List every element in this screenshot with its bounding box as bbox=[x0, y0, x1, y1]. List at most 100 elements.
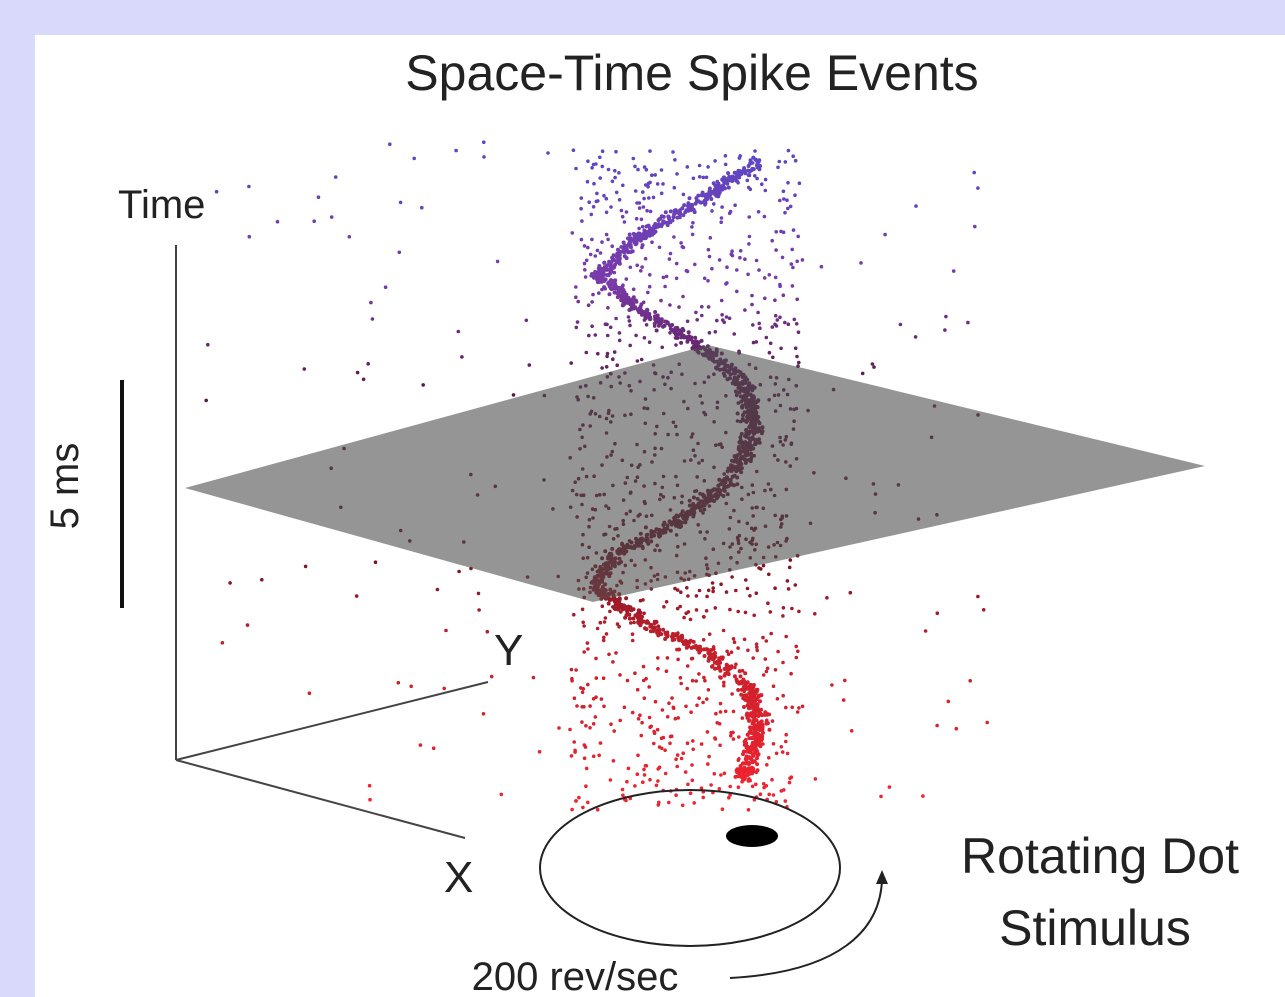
spike-dot bbox=[653, 699, 658, 704]
spike-dot bbox=[652, 741, 656, 746]
spike-dot bbox=[664, 274, 669, 279]
spike-dot bbox=[620, 787, 625, 792]
spike-dot bbox=[646, 290, 650, 295]
spike-dot bbox=[591, 292, 595, 297]
spike-dot bbox=[711, 589, 715, 594]
spike-dot bbox=[694, 679, 698, 683]
spike-dot bbox=[603, 616, 608, 620]
spike-dot bbox=[771, 355, 775, 360]
spike-dot bbox=[723, 709, 728, 714]
spike-dot bbox=[637, 226, 641, 231]
spike-dot bbox=[641, 205, 646, 209]
spike-dot bbox=[735, 289, 739, 294]
spike-dot bbox=[612, 290, 617, 295]
spike-dot bbox=[762, 785, 766, 790]
spike-dot bbox=[794, 655, 799, 660]
spike-dot bbox=[751, 725, 756, 730]
spike-dot bbox=[674, 793, 678, 797]
spike-dot bbox=[641, 310, 646, 314]
spike-dot bbox=[651, 195, 656, 200]
spike-dot bbox=[614, 259, 619, 264]
spike-dot bbox=[354, 594, 359, 598]
spike-dot bbox=[797, 360, 801, 365]
spike-dot bbox=[943, 328, 947, 332]
time-slice-plane bbox=[185, 345, 1205, 602]
spike-dot bbox=[574, 799, 578, 803]
spike-dot bbox=[617, 338, 622, 343]
spike-dot bbox=[741, 752, 745, 757]
spike-dot bbox=[607, 598, 612, 603]
spike-dot bbox=[781, 614, 785, 618]
spike-dot bbox=[685, 319, 690, 324]
spike-dot bbox=[627, 232, 632, 237]
spike-events-lower bbox=[220, 598, 989, 812]
spike-dot bbox=[659, 320, 664, 325]
spike-dot bbox=[640, 720, 644, 725]
spike-dot bbox=[667, 701, 671, 705]
spike-dot bbox=[648, 273, 652, 277]
spike-dot bbox=[582, 244, 587, 248]
spike-dot bbox=[761, 742, 765, 746]
spike-dot bbox=[595, 626, 600, 631]
spike-dot bbox=[715, 184, 719, 188]
spike-dot bbox=[367, 783, 372, 788]
spike-dot bbox=[656, 779, 660, 783]
spike-dot bbox=[707, 754, 711, 759]
spike-dot bbox=[629, 621, 633, 625]
spike-dot bbox=[780, 750, 785, 754]
spike-dot bbox=[663, 771, 668, 776]
spike-dot bbox=[713, 666, 717, 671]
spike-dot bbox=[663, 748, 667, 752]
spike-dot bbox=[659, 736, 664, 741]
spike-dot bbox=[707, 186, 712, 191]
spike-dot bbox=[702, 276, 707, 281]
spike-dot bbox=[613, 168, 617, 173]
spike-dot bbox=[599, 278, 604, 283]
spike-dot bbox=[594, 695, 598, 699]
spike-dot bbox=[617, 254, 621, 259]
spike-dot bbox=[625, 678, 630, 683]
spike-dot bbox=[795, 710, 800, 714]
spike-dot bbox=[706, 165, 710, 169]
spike-dot bbox=[751, 155, 756, 160]
spike-dot bbox=[783, 320, 787, 325]
spike-dot bbox=[731, 709, 736, 714]
spike-dot bbox=[612, 729, 616, 733]
spike-dot bbox=[591, 162, 596, 167]
spike-dot bbox=[435, 587, 440, 592]
spike-dot bbox=[670, 696, 674, 700]
spike-dot bbox=[590, 324, 594, 329]
rotation-arrow bbox=[729, 879, 883, 979]
spike-dot bbox=[691, 645, 696, 650]
spike-dot bbox=[690, 232, 695, 237]
spike-dot bbox=[768, 341, 773, 346]
spike-dot bbox=[732, 674, 737, 679]
spike-dot bbox=[763, 296, 767, 301]
spike-dot bbox=[648, 149, 652, 153]
spike-dot bbox=[718, 743, 722, 748]
spike-dot bbox=[702, 654, 707, 658]
spike-dot bbox=[636, 167, 640, 172]
spike-dot bbox=[681, 294, 685, 299]
spike-dot bbox=[726, 652, 731, 656]
spike-dot bbox=[637, 306, 642, 311]
spike-dot bbox=[784, 634, 788, 639]
spike-dot bbox=[972, 170, 976, 175]
spike-dot bbox=[781, 230, 786, 235]
spike-dot bbox=[691, 747, 695, 752]
spike-dot bbox=[757, 158, 762, 163]
spike-dot bbox=[611, 660, 615, 664]
spike-dot bbox=[693, 335, 698, 340]
spike-dot bbox=[398, 200, 403, 205]
spike-dot bbox=[966, 320, 970, 325]
spike-dot bbox=[409, 684, 414, 689]
spike-dot bbox=[633, 242, 638, 247]
spike-dot bbox=[665, 656, 670, 660]
spike-dot bbox=[757, 739, 761, 743]
y-axis-label: Y bbox=[494, 626, 523, 675]
spike-dot bbox=[615, 363, 619, 368]
spike-dot bbox=[690, 678, 695, 683]
spike-dot bbox=[747, 234, 752, 239]
spike-dot bbox=[676, 716, 680, 720]
spike-dot bbox=[701, 193, 705, 198]
